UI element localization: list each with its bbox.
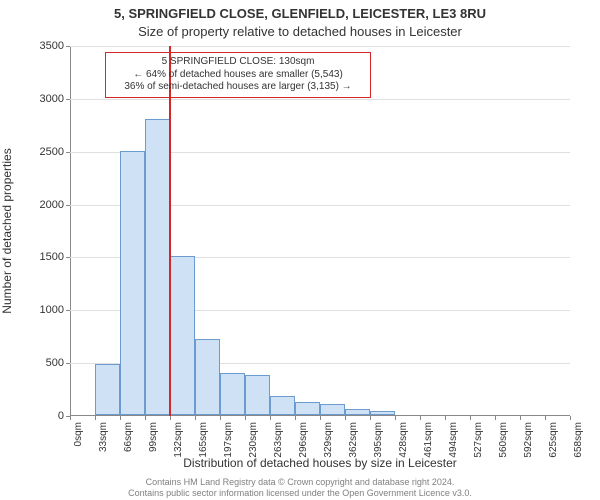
histogram-bar [120, 151, 145, 415]
y-tick-mark [66, 46, 70, 47]
x-tick-mark [445, 416, 446, 420]
x-tick-label: 263sqm [273, 422, 284, 458]
y-tick-mark [66, 152, 70, 153]
histogram-bar [245, 375, 270, 415]
x-tick-mark [320, 416, 321, 420]
chart-container: 5, SPRINGFIELD CLOSE, GLENFIELD, LEICEST… [0, 0, 600, 500]
x-tick-label: 428sqm [398, 422, 409, 458]
x-tick-mark [495, 416, 496, 420]
x-tick-label: 494sqm [448, 422, 459, 458]
x-tick-mark [145, 416, 146, 420]
x-tick-label: 0sqm [73, 422, 84, 446]
y-tick-label: 3500 [24, 40, 64, 52]
x-tick-label: 560sqm [498, 422, 509, 458]
footer: Contains HM Land Registry data © Crown c… [0, 477, 600, 498]
x-tick-mark [520, 416, 521, 420]
x-tick-mark [170, 416, 171, 420]
x-tick-label: 66sqm [123, 422, 134, 452]
x-tick-mark [545, 416, 546, 420]
grid-line [70, 99, 570, 100]
x-tick-label: 165sqm [198, 422, 209, 458]
y-axis-label: Number of detached properties [0, 148, 14, 313]
y-tick-label: 2000 [24, 199, 64, 211]
y-tick-label: 500 [24, 357, 64, 369]
annotation-line-3: 36% of semi-detached houses are larger (… [112, 81, 364, 94]
histogram-bar [195, 339, 220, 415]
y-tick-label: 2500 [24, 146, 64, 158]
histogram-bar [370, 411, 395, 415]
x-axis-label: Distribution of detached houses by size … [0, 456, 600, 470]
x-tick-label: 33sqm [98, 422, 109, 452]
x-tick-mark [295, 416, 296, 420]
chart-subtitle: Size of property relative to detached ho… [0, 24, 600, 39]
x-tick-mark [70, 416, 71, 420]
annotation-line-2: ← 64% of detached houses are smaller (5,… [112, 69, 364, 82]
histogram-bar [95, 364, 120, 415]
y-tick-mark [66, 99, 70, 100]
x-tick-label: 395sqm [373, 422, 384, 458]
histogram-bar [270, 396, 295, 415]
x-tick-label: 362sqm [348, 422, 359, 458]
chart-title-address: 5, SPRINGFIELD CLOSE, GLENFIELD, LEICEST… [0, 6, 600, 21]
y-tick-mark [66, 310, 70, 311]
histogram-bar [170, 256, 195, 415]
x-tick-mark [420, 416, 421, 420]
histogram-bar [345, 409, 370, 415]
x-tick-mark [345, 416, 346, 420]
x-tick-label: 461sqm [423, 422, 434, 458]
annotation-box: 5 SPRINGFIELD CLOSE: 130sqm ← 64% of det… [105, 52, 371, 98]
x-tick-mark [395, 416, 396, 420]
plot-region: 0sqm33sqm66sqm99sqm132sqm165sqm197sqm230… [70, 46, 570, 416]
histogram-bar [220, 373, 245, 415]
y-tick-label: 1500 [24, 251, 64, 263]
chart-area: 0sqm33sqm66sqm99sqm132sqm165sqm197sqm230… [70, 46, 570, 416]
x-tick-mark [220, 416, 221, 420]
histogram-bar [145, 119, 170, 415]
x-tick-mark [195, 416, 196, 420]
x-tick-mark [270, 416, 271, 420]
property-marker-line [169, 46, 171, 416]
histogram-bar [320, 404, 345, 415]
y-tick-label: 0 [24, 410, 64, 422]
x-tick-label: 658sqm [573, 422, 584, 458]
x-tick-label: 99sqm [148, 422, 159, 452]
footer-line-2: Contains public sector information licen… [0, 488, 600, 498]
x-tick-mark [95, 416, 96, 420]
footer-line-1: Contains HM Land Registry data © Crown c… [0, 477, 600, 487]
x-tick-mark [120, 416, 121, 420]
y-tick-label: 1000 [24, 304, 64, 316]
x-tick-mark [470, 416, 471, 420]
x-tick-label: 329sqm [323, 422, 334, 458]
histogram-bar [295, 402, 320, 415]
x-tick-label: 527sqm [473, 422, 484, 458]
y-tick-mark [66, 363, 70, 364]
y-tick-mark [66, 257, 70, 258]
grid-line [70, 46, 570, 47]
x-tick-mark [370, 416, 371, 420]
x-tick-mark [570, 416, 571, 420]
x-tick-label: 592sqm [523, 422, 534, 458]
x-tick-label: 625sqm [548, 422, 559, 458]
x-tick-label: 132sqm [173, 422, 184, 458]
x-tick-label: 197sqm [223, 422, 234, 458]
y-tick-mark [66, 205, 70, 206]
y-axis-line [70, 46, 71, 416]
y-tick-label: 3000 [24, 93, 64, 105]
x-tick-label: 296sqm [298, 422, 309, 458]
x-tick-mark [245, 416, 246, 420]
annotation-line-1: 5 SPRINGFIELD CLOSE: 130sqm [112, 56, 364, 69]
x-tick-label: 230sqm [248, 422, 259, 458]
